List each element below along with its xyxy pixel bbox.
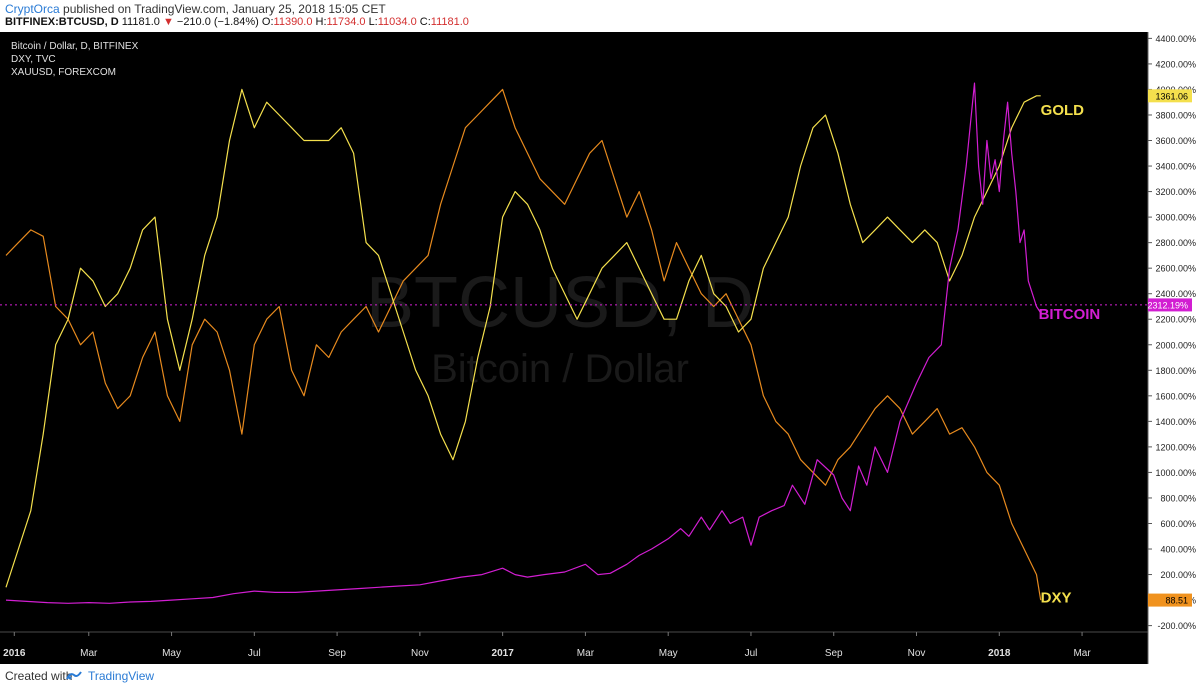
x-tick-label: May bbox=[659, 648, 678, 659]
y-tick-label: 3600.00% bbox=[1155, 136, 1196, 146]
annotation-label: GOLD bbox=[1041, 102, 1084, 119]
published-text: published on TradingView.com, January 25… bbox=[63, 2, 386, 16]
y-tick-label: 3800.00% bbox=[1155, 110, 1196, 120]
legend-entry: Bitcoin / Dollar, D, BITFINEX bbox=[11, 41, 139, 52]
y-tick-label: 4200.00% bbox=[1155, 59, 1196, 69]
price-tag-label: 88.51 bbox=[1165, 596, 1188, 606]
created-with-text: Created with bbox=[5, 669, 73, 683]
annotation-label: DXY bbox=[1041, 590, 1072, 607]
annotation-label: BITCOIN bbox=[1039, 306, 1101, 323]
ohlc-open: 11390.0 bbox=[273, 16, 313, 28]
symbol-watermark: BTCUSD, D Bitcoin / Dollar bbox=[366, 263, 754, 391]
last-price: 11181.0 bbox=[121, 16, 160, 28]
ohlc-low: 11034.0 bbox=[377, 16, 417, 28]
x-tick-label: May bbox=[162, 648, 181, 659]
x-tick-label: Sep bbox=[328, 648, 346, 659]
price-tags: 1361.06 2312.19% 88.51 bbox=[1147, 89, 1192, 607]
annotations: GOLD BITCOIN DXY bbox=[1039, 102, 1101, 607]
y-tick-label: 4400.00% bbox=[1155, 34, 1196, 44]
x-axis: 2016 Mar May Jul Sep Nov 2017 Mar May Jul Sep Nov 20… bbox=[3, 632, 1091, 659]
x-tick-label: Jul bbox=[745, 648, 758, 659]
time-axis-background[interactable] bbox=[0, 632, 1148, 664]
series-layer bbox=[5, 82, 1042, 604]
y-tick-label: 2800.00% bbox=[1155, 238, 1196, 248]
ohlc-close: 11181.0 bbox=[430, 16, 469, 28]
down-arrow-icon: ▼ bbox=[162, 16, 174, 28]
y-tick-label: 1200.00% bbox=[1155, 442, 1196, 452]
y-tick-label: 1800.00% bbox=[1155, 366, 1196, 376]
price-tag bbox=[1148, 593, 1192, 607]
watermark-name: Bitcoin / Dollar bbox=[431, 347, 689, 391]
y-tick-label: -200.00% bbox=[1157, 621, 1196, 631]
y-tick-label: 200.00% bbox=[1160, 570, 1196, 580]
ohlc-high-label: H: bbox=[315, 16, 327, 28]
y-tick-label: 2200.00% bbox=[1155, 315, 1196, 325]
y-tick-label: 2000.00% bbox=[1155, 340, 1196, 350]
y-tick-label: 3000.00% bbox=[1155, 213, 1196, 223]
chart-area[interactable]: BTCUSD, D Bitcoin / Dollar Bitcoin / Dol… bbox=[0, 32, 1200, 664]
x-tick-label: Mar bbox=[80, 648, 98, 659]
publish-line: CryptOrca published on TradingView.com, … bbox=[5, 2, 386, 16]
publish-header: CryptOrca published on TradingView.com, … bbox=[0, 0, 1200, 32]
y-tick-label: 400.00% bbox=[1160, 545, 1196, 555]
x-tick-label: Jul bbox=[248, 648, 261, 659]
watermark-symbol: BTCUSD, D bbox=[366, 263, 754, 343]
legend-entry: XAUUSD, FOREXCOM bbox=[11, 67, 116, 78]
ohlc-close-label: C: bbox=[419, 16, 431, 28]
y-tick-label: 3200.00% bbox=[1155, 187, 1196, 197]
tradingview-link[interactable]: TradingView bbox=[88, 669, 155, 683]
symbol-name: BITFINEX:BTCUSD, D bbox=[5, 16, 119, 28]
y-tick-label: 2400.00% bbox=[1155, 289, 1196, 299]
series-line-bitcoin-dollar bbox=[5, 82, 1042, 604]
ohlc-low-label: L: bbox=[368, 16, 378, 28]
series-line-xauusd bbox=[5, 88, 1041, 588]
y-tick-label: 1400.00% bbox=[1155, 417, 1196, 427]
price-change: −210.0 (−1.84%) bbox=[176, 16, 259, 28]
x-tick-label: 2018 bbox=[988, 648, 1011, 659]
tradingview-logo-icon bbox=[66, 671, 82, 680]
price-tag bbox=[1148, 89, 1192, 103]
y-tick-label: 800.00% bbox=[1160, 493, 1196, 503]
series-line-dxy bbox=[5, 88, 1042, 601]
y-axis: 4400.00%4200.00%4000.00%3800.00%3600.00%… bbox=[1148, 34, 1196, 631]
price-tag bbox=[1148, 298, 1192, 312]
price-tag-label: 1361.06 bbox=[1155, 91, 1188, 101]
legend-entry: DXY, TVC bbox=[11, 54, 56, 65]
x-tick-label: Nov bbox=[908, 648, 926, 659]
author-link[interactable]: CryptOrca bbox=[5, 2, 60, 16]
price-tag-label: 2312.19% bbox=[1147, 300, 1188, 310]
ohlc-open-label: O: bbox=[261, 16, 274, 28]
symbol-line: BITFINEX:BTCUSD, D 11181.0 ▼ −210.0 (−1.… bbox=[5, 16, 469, 28]
y-tick-label: 2600.00% bbox=[1155, 264, 1196, 274]
x-tick-label: Mar bbox=[577, 648, 595, 659]
x-tick-label: Nov bbox=[411, 648, 429, 659]
plot-background bbox=[0, 32, 1148, 632]
y-tick-label: 1000.00% bbox=[1155, 468, 1196, 478]
x-tick-label: 2016 bbox=[3, 648, 26, 659]
footer: Created with TradingView bbox=[0, 664, 1200, 689]
y-tick-label: 3400.00% bbox=[1155, 162, 1196, 172]
y-tick-label: 600.00% bbox=[1160, 519, 1196, 529]
legend: Bitcoin / Dollar, D, BITFINEX DXY, TVC X… bbox=[11, 41, 139, 78]
ohlc-high: 11734.0 bbox=[326, 16, 366, 28]
x-tick-label: Sep bbox=[825, 648, 843, 659]
chart-svg[interactable]: BTCUSD, D Bitcoin / Dollar Bitcoin / Dol… bbox=[0, 32, 1200, 664]
x-tick-label: Mar bbox=[1073, 648, 1091, 659]
x-tick-label: 2017 bbox=[492, 648, 515, 659]
y-tick-label: 1600.00% bbox=[1155, 391, 1196, 401]
price-axis-background[interactable] bbox=[1148, 32, 1200, 664]
